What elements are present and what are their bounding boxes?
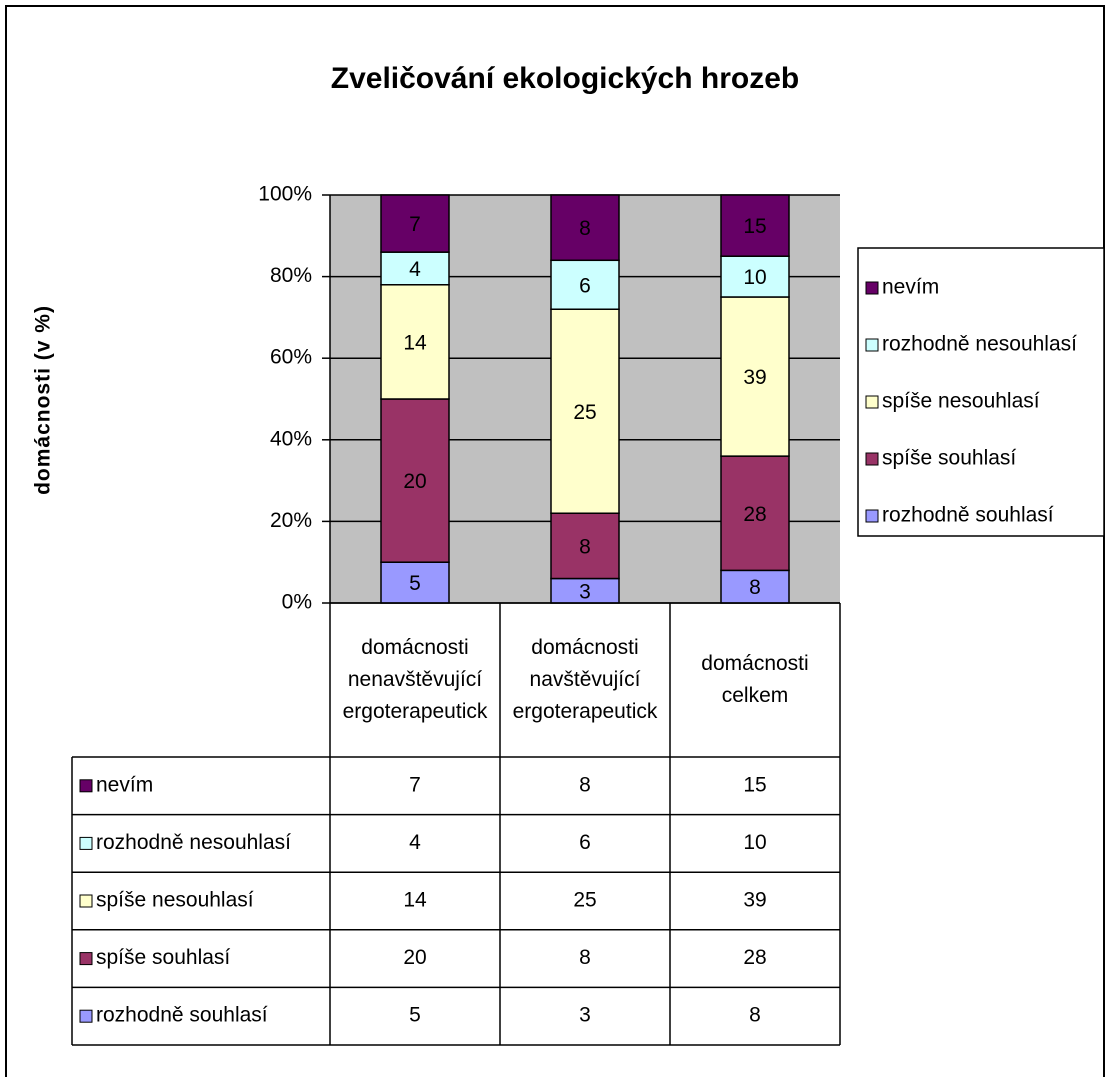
table-row-label: spíše nesouhlasí (96, 889, 254, 912)
bar-segment (550, 308, 620, 514)
chart-title: Zveličování ekologických hrozeb (331, 62, 800, 95)
data-label: 7 (409, 213, 421, 236)
table-swatch (79, 952, 93, 966)
bar-segment (380, 398, 450, 563)
data-label: 4 (409, 258, 421, 281)
legend-swatch (865, 281, 879, 295)
data-label: 10 (743, 266, 766, 289)
data-label: 8 (579, 217, 591, 240)
y-axis-label: domácnosti (v %) (32, 305, 55, 495)
table-swatch (79, 1009, 93, 1023)
legend-swatch (865, 509, 879, 523)
table-value: 5 (409, 1004, 421, 1027)
bar-segment (380, 194, 450, 253)
bar-segment (380, 284, 450, 400)
table-value: 8 (579, 773, 591, 796)
table-value: 4 (409, 831, 421, 854)
table-value: 15 (743, 773, 766, 796)
data-label: 8 (579, 535, 591, 558)
table-value: 8 (749, 1004, 761, 1027)
table-value: 3 (579, 1004, 591, 1027)
category-cell: domácnosti navštěvující ergoterapeutick (512, 636, 658, 723)
category-cell: domácnosti nenavštěvující ergoterapeutic… (342, 636, 488, 723)
data-label: 5 (409, 572, 421, 595)
data-label: 8 (749, 576, 761, 599)
data-label: 39 (743, 366, 766, 389)
legend-label: nevím (882, 276, 939, 299)
table-value: 10 (743, 831, 766, 854)
table-swatch (79, 894, 93, 908)
y-tick-label: 80% (270, 264, 312, 287)
y-tick-label: 20% (270, 509, 312, 532)
data-label: 25 (573, 401, 596, 424)
y-tick-label: 60% (270, 346, 312, 369)
table-row-label: rozhodně nesouhlasí (96, 831, 291, 854)
bar-segment (720, 255, 790, 298)
y-tick-label: 0% (282, 591, 312, 614)
legend-swatch (865, 452, 879, 466)
table-value: 6 (579, 831, 591, 854)
bar-segment (720, 194, 790, 257)
data-label: 20 (403, 470, 426, 493)
table-row-label: rozhodně souhlasí (96, 1004, 268, 1027)
data-label: 15 (743, 215, 766, 238)
table-value: 7 (409, 773, 421, 796)
table-value: 14 (403, 889, 427, 912)
legend-box (857, 247, 1105, 537)
legend-swatch (865, 338, 879, 352)
bar-segment (720, 296, 790, 457)
x-tick-label: domácnosti nenavštěvující ergoterapeutic… (342, 636, 488, 723)
legend-label: spíše nesouhlasí (882, 390, 1040, 413)
data-label: 28 (743, 503, 766, 526)
table-value: 28 (743, 946, 766, 969)
x-tick-label: domácnosti navštěvující ergoterapeutick (512, 636, 658, 723)
table-value: 25 (573, 889, 596, 912)
bar-segment (380, 251, 450, 286)
y-tick-label: 100% (258, 183, 312, 206)
legend-label: rozhodně nesouhlasí (882, 333, 1077, 356)
table-value: 20 (403, 946, 426, 969)
bar-segment (720, 569, 790, 604)
table-row-label: nevím (96, 773, 153, 796)
bar-segment (550, 512, 620, 580)
bar-segment (550, 259, 620, 310)
x-tick-label: domácnosti celkem (701, 652, 809, 707)
data-label: 3 (579, 580, 591, 603)
table-row-label: spíše souhlasí (96, 946, 230, 969)
table-value: 8 (579, 946, 591, 969)
category-cell: domácnosti celkem (701, 652, 809, 707)
bar-segment (550, 194, 620, 262)
table-value: 39 (743, 889, 766, 912)
legend-label: spíše souhlasí (882, 447, 1016, 470)
table-swatch (79, 779, 93, 793)
bar-segment (720, 455, 790, 572)
legend-label: rozhodně souhlasí (882, 504, 1054, 527)
data-label: 14 (403, 331, 427, 354)
data-label: 6 (579, 274, 591, 297)
table-swatch (79, 836, 93, 850)
legend-swatch (865, 395, 879, 409)
y-tick-label: 40% (270, 427, 312, 450)
